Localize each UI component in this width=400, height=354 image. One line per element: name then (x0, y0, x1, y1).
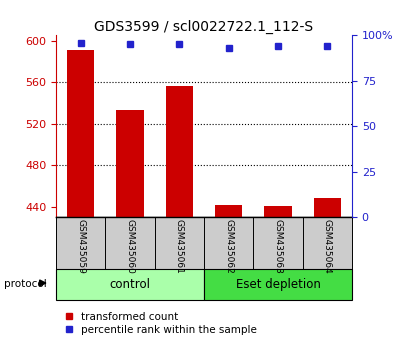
Text: Eset depletion: Eset depletion (236, 278, 320, 291)
Bar (264, 206, 292, 217)
Bar (166, 86, 193, 217)
Text: GSM435062: GSM435062 (224, 219, 233, 274)
Title: GDS3599 / scl0022722.1_112-S: GDS3599 / scl0022722.1_112-S (94, 20, 314, 34)
Bar (215, 205, 242, 217)
Bar (314, 199, 341, 217)
Text: GSM435064: GSM435064 (323, 219, 332, 274)
Text: GSM435063: GSM435063 (274, 219, 282, 274)
Text: protocol: protocol (4, 279, 47, 290)
Text: GSM435061: GSM435061 (175, 219, 184, 274)
Text: GSM435060: GSM435060 (126, 219, 134, 274)
Bar (56, 269, 204, 300)
Bar (204, 269, 352, 300)
Bar (67, 50, 94, 217)
Bar (116, 110, 144, 217)
Text: GSM435059: GSM435059 (76, 219, 85, 274)
Text: control: control (110, 278, 150, 291)
Legend: transformed count, percentile rank within the sample: transformed count, percentile rank withi… (61, 308, 261, 339)
